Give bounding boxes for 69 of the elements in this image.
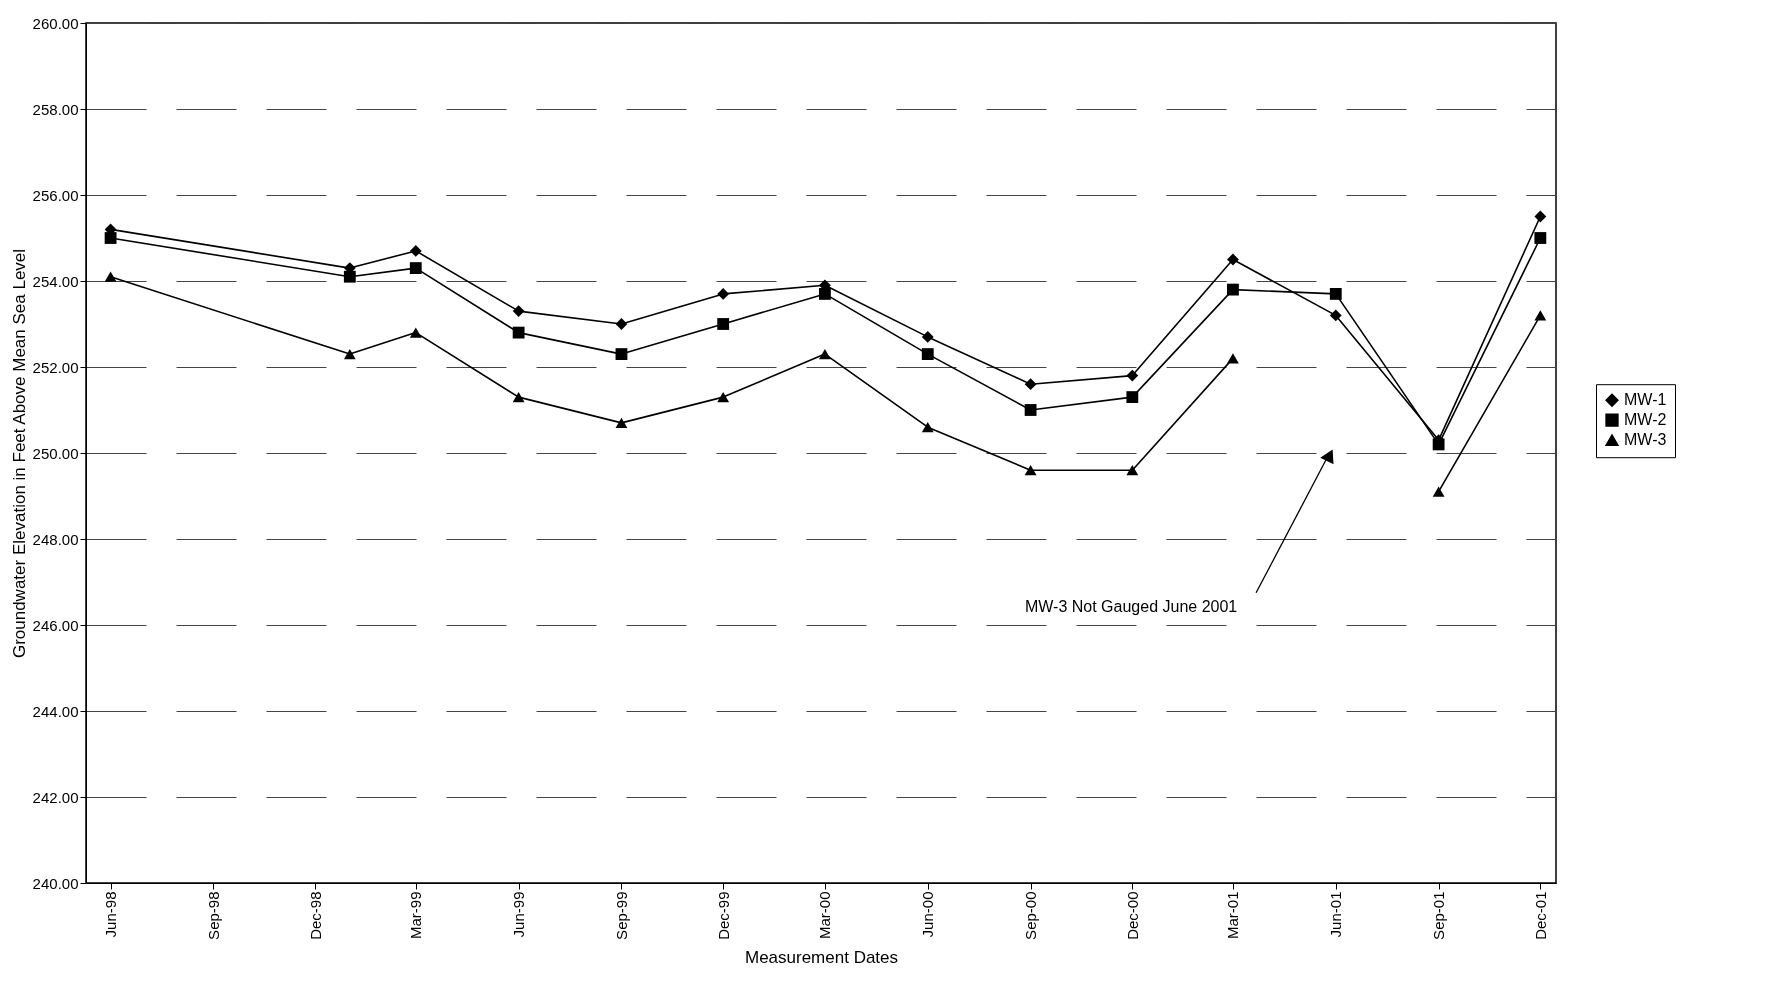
point <box>921 422 934 433</box>
x-tick-label: Sep-00 <box>1022 891 1040 940</box>
x-tick-label: Dec-99 <box>714 891 732 940</box>
point <box>512 305 525 318</box>
y-tick-label: 248.00 <box>32 530 79 548</box>
y-tick-label: 254.00 <box>32 272 79 290</box>
x-tick-label: Dec-98 <box>306 891 324 940</box>
legend-label: MW-2 <box>1624 411 1667 429</box>
point <box>819 287 831 300</box>
point <box>921 348 934 361</box>
point <box>1329 287 1342 300</box>
point <box>1432 438 1445 451</box>
x-axis-title: Measurement Dates <box>744 947 899 967</box>
point <box>1024 465 1037 476</box>
y-tick-label: 258.00 <box>32 100 79 118</box>
legend-label: MW-1 <box>1624 391 1667 409</box>
x-tick-label: Sep-98 <box>204 891 222 940</box>
x-tick-label: Jun-01 <box>1327 891 1345 938</box>
x-tick-label: Jun-98 <box>102 891 120 938</box>
x-tick-label: Jun-99 <box>510 891 528 938</box>
point <box>104 232 117 244</box>
point <box>1534 310 1547 321</box>
legend-label: MW-3 <box>1624 431 1667 449</box>
point <box>512 391 525 403</box>
point <box>615 417 628 429</box>
point <box>1227 253 1239 266</box>
x-tick-label: Mar-99 <box>407 891 425 940</box>
point <box>1024 404 1037 416</box>
y-tick-label: 240.00 <box>32 874 79 892</box>
x-tick-label: Sep-99 <box>612 891 630 940</box>
point <box>1227 283 1239 296</box>
point <box>1024 378 1037 391</box>
x-tick-label: Jun-00 <box>919 891 937 938</box>
point <box>104 271 117 282</box>
point <box>717 318 730 330</box>
point <box>717 391 730 403</box>
point <box>512 326 525 339</box>
annotation: MW-3 Not Gauged June 2001 <box>1024 597 1238 615</box>
point <box>1432 486 1445 497</box>
point <box>1329 309 1342 322</box>
point <box>1534 232 1547 244</box>
y-tick-label: 246.00 <box>32 616 79 634</box>
point <box>1126 369 1139 382</box>
point <box>1227 353 1239 364</box>
y-tick-label: 252.00 <box>32 358 79 376</box>
y-tick-label: 256.00 <box>32 186 79 204</box>
x-tick-label: Sep-01 <box>1430 891 1448 940</box>
point <box>343 348 356 360</box>
point <box>921 330 934 343</box>
y-tick-label: 250.00 <box>32 444 79 462</box>
point <box>343 270 356 283</box>
point <box>1126 391 1139 404</box>
point <box>409 262 422 275</box>
y-axis-title: Groundwater Elevation in Feet Above Mean Sea Level <box>9 248 29 659</box>
x-tick-label: Dec-00 <box>1123 891 1141 940</box>
point <box>1126 465 1139 476</box>
y-tick-label: 242.00 <box>32 788 79 806</box>
point <box>409 327 422 338</box>
point <box>819 348 831 360</box>
x-tick-label: Dec-01 <box>1531 891 1549 940</box>
point <box>717 287 730 300</box>
y-tick-label: 260.00 <box>32 14 79 32</box>
point <box>1534 210 1547 223</box>
x-tick-label: Mar-00 <box>816 891 834 940</box>
point <box>409 244 422 257</box>
point <box>615 348 628 361</box>
x-tick-label: Mar-01 <box>1224 891 1242 940</box>
y-tick-label: 244.00 <box>32 702 79 720</box>
point <box>615 318 628 330</box>
